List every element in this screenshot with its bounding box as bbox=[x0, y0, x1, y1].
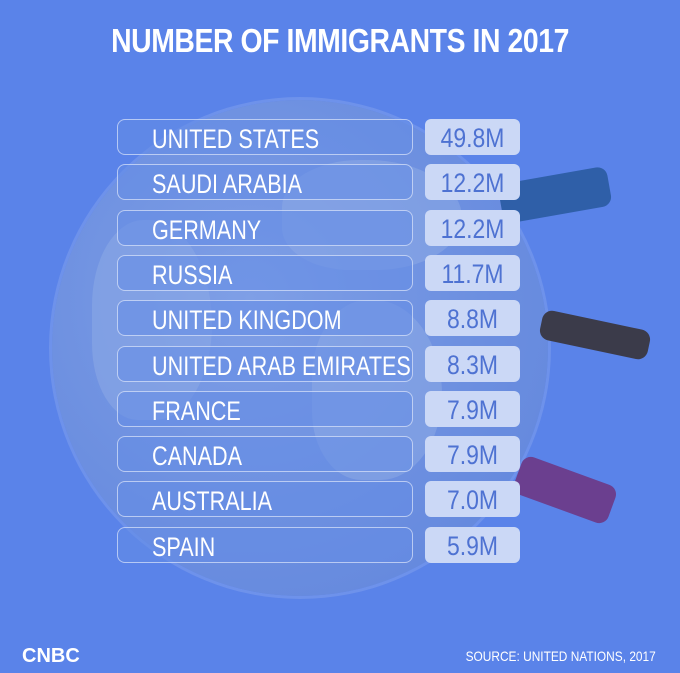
row: FRANCE 7.9M bbox=[117, 390, 520, 427]
country-box: UNITED ARAB EMIRATES bbox=[117, 345, 413, 382]
value-box: 5.9M bbox=[425, 526, 520, 563]
title: NUMBER OF IMMIGRANTS IN 2017 bbox=[111, 22, 569, 59]
row: CANADA 7.9M bbox=[117, 436, 520, 473]
value-box: 12.2M bbox=[425, 164, 520, 201]
country-box: RUSSIA bbox=[117, 254, 413, 291]
row: GERMANY 12.2M bbox=[117, 209, 520, 246]
value: 7.9M bbox=[446, 440, 499, 471]
value: 7.0M bbox=[446, 485, 499, 516]
person-illustration bbox=[538, 308, 652, 362]
value: 5.9M bbox=[446, 530, 499, 561]
country-name: FRANCE bbox=[152, 395, 241, 426]
country-box: SPAIN bbox=[117, 526, 413, 563]
country-name: UNITED STATES bbox=[152, 124, 320, 154]
country-box: UNITED STATES bbox=[117, 119, 413, 155]
value-box: 12.2M bbox=[425, 209, 520, 246]
country-name: GERMANY bbox=[152, 214, 262, 245]
country-box: GERMANY bbox=[117, 209, 413, 246]
value-box: 7.9M bbox=[425, 390, 520, 427]
person-illustration bbox=[511, 454, 619, 526]
country-box: CANADA bbox=[117, 436, 413, 473]
value: 7.9M bbox=[446, 394, 499, 425]
row: SPAIN 5.9M bbox=[117, 526, 520, 563]
value: 11.7M bbox=[441, 258, 504, 289]
logo: CNBC bbox=[22, 645, 80, 667]
row: UNITED KINGDOM 8.8M bbox=[117, 300, 520, 337]
value-box: 11.7M bbox=[425, 254, 520, 291]
value-box: 8.8M bbox=[425, 300, 520, 337]
country-name: SPAIN bbox=[152, 531, 216, 562]
row: AUSTRALIA 7.0M bbox=[117, 481, 520, 518]
value-box: 7.0M bbox=[425, 481, 520, 518]
country-box: SAUDI ARABIA bbox=[117, 164, 413, 201]
country-name: SAUDI ARABIA bbox=[152, 169, 303, 200]
value-box: 49.8M bbox=[425, 119, 520, 155]
row: UNITED STATES 49.8M bbox=[117, 119, 520, 155]
country-box: FRANCE bbox=[117, 390, 413, 427]
country-name: UNITED KINGDOM bbox=[152, 305, 342, 336]
value: 8.8M bbox=[446, 304, 499, 335]
source: SOURCE: UNITED NATIONS, 2017 bbox=[465, 648, 656, 664]
value-box: 8.3M bbox=[425, 345, 520, 382]
value: 8.3M bbox=[446, 349, 499, 380]
country-name: RUSSIA bbox=[152, 259, 233, 290]
value: 12.2M bbox=[440, 168, 505, 199]
row: UNITED ARAB EMIRATES 8.3M bbox=[117, 345, 520, 382]
value-box: 7.9M bbox=[425, 436, 520, 473]
value: 49.8M bbox=[440, 123, 505, 153]
country-box: UNITED KINGDOM bbox=[117, 300, 413, 337]
value: 12.2M bbox=[440, 213, 505, 244]
row: RUSSIA 11.7M bbox=[117, 254, 520, 291]
country-name: CANADA bbox=[152, 441, 243, 472]
country-name: AUSTRALIA bbox=[152, 486, 273, 517]
country-box: AUSTRALIA bbox=[117, 481, 413, 518]
country-name: UNITED ARAB EMIRATES bbox=[152, 350, 411, 381]
row: SAUDI ARABIA 12.2M bbox=[117, 164, 520, 201]
